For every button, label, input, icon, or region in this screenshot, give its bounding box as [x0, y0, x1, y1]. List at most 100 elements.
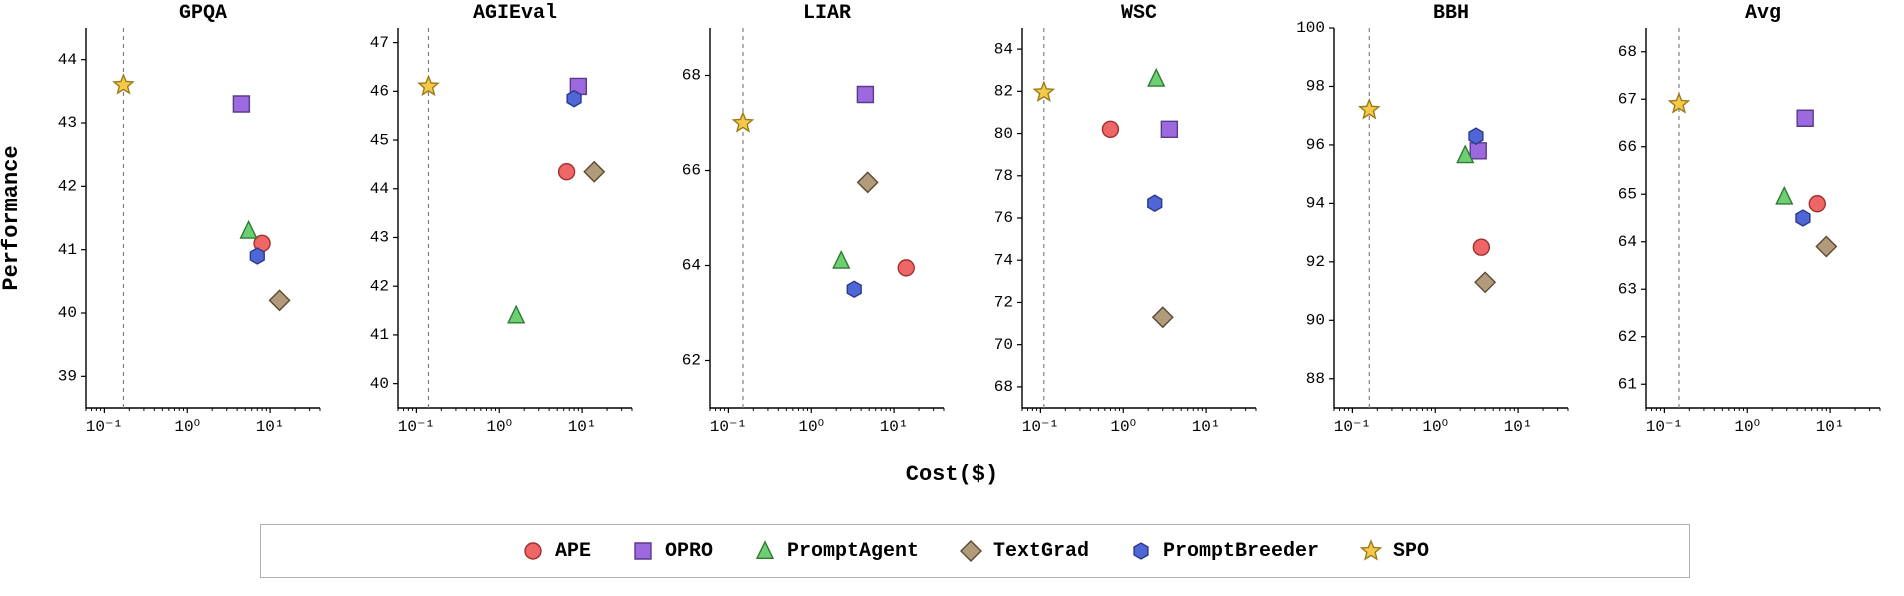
svg-text:74: 74 — [994, 251, 1013, 269]
svg-text:92: 92 — [1306, 253, 1325, 271]
hexagon-icon — [1129, 539, 1153, 563]
svg-text:10⁰: 10⁰ — [1110, 418, 1136, 436]
panel-wsc: 68707274767880828410⁻¹10⁰10¹WSC — [1022, 28, 1256, 408]
svg-text:10⁻¹: 10⁻¹ — [710, 418, 747, 436]
legend: APE OPRO PromptAgent TextGrad PromptBreeder S… — [260, 524, 1690, 578]
svg-text:78: 78 — [994, 167, 1013, 185]
svg-text:76: 76 — [994, 209, 1013, 227]
svg-text:10⁰: 10⁰ — [798, 418, 824, 436]
svg-text:47: 47 — [370, 34, 389, 52]
svg-text:10⁻¹: 10⁻¹ — [86, 418, 123, 436]
svg-text:10¹: 10¹ — [256, 418, 285, 436]
legend-item-spo: SPO — [1359, 539, 1429, 563]
svg-text:10¹: 10¹ — [880, 418, 909, 436]
circle-icon — [521, 539, 545, 563]
legend-item-opro: OPRO — [631, 539, 713, 563]
svg-text:41: 41 — [370, 326, 389, 344]
svg-text:66: 66 — [682, 162, 701, 180]
point-promptbreeder — [847, 281, 861, 297]
svg-text:44: 44 — [370, 180, 389, 198]
svg-text:68: 68 — [1618, 43, 1637, 61]
legend-item-promptagent: PromptAgent — [753, 539, 919, 563]
square-icon — [631, 539, 655, 563]
svg-text:98: 98 — [1306, 78, 1325, 96]
panel-avg: 616263646566676810⁻¹10⁰10¹Avg — [1646, 28, 1880, 408]
svg-text:39: 39 — [58, 368, 77, 386]
point-ape — [1102, 121, 1118, 137]
svg-text:68: 68 — [994, 378, 1013, 396]
point-promptbreeder — [1469, 128, 1483, 144]
point-spo — [733, 113, 752, 131]
point-opro — [1470, 143, 1486, 159]
svg-text:10⁰: 10⁰ — [1734, 418, 1760, 436]
panel-gpqa: 39404142434410⁻¹10⁰10¹GPQA — [86, 28, 320, 408]
svg-text:64: 64 — [682, 257, 701, 275]
svg-text:10¹: 10¹ — [1504, 418, 1533, 436]
svg-text:10¹: 10¹ — [1192, 418, 1221, 436]
point-ape — [559, 164, 575, 180]
svg-text:94: 94 — [1306, 195, 1325, 213]
svg-text:100: 100 — [1296, 19, 1325, 37]
svg-text:43: 43 — [370, 229, 389, 247]
point-textgrad — [1816, 237, 1836, 257]
point-ape — [898, 260, 914, 276]
diamond-icon — [959, 539, 983, 563]
point-promptbreeder — [567, 91, 581, 107]
svg-text:67: 67 — [1618, 90, 1637, 108]
svg-text:10⁻¹: 10⁻¹ — [1646, 418, 1683, 436]
point-textgrad — [858, 172, 878, 192]
panel-title: WSC — [1121, 2, 1157, 25]
figure: 39404142434410⁻¹10⁰10¹GPQA40414243444546… — [0, 0, 1904, 596]
svg-text:96: 96 — [1306, 136, 1325, 154]
svg-text:62: 62 — [682, 352, 701, 370]
svg-text:64: 64 — [1618, 233, 1637, 251]
svg-text:45: 45 — [370, 131, 389, 149]
svg-text:44: 44 — [58, 51, 77, 69]
legend-item-textgrad: TextGrad — [959, 539, 1089, 563]
svg-text:10⁰: 10⁰ — [486, 418, 512, 436]
legend-label: APE — [555, 540, 591, 563]
svg-text:61: 61 — [1618, 375, 1637, 393]
svg-text:72: 72 — [994, 294, 1013, 312]
point-promptagent — [508, 306, 524, 323]
point-ape — [1809, 196, 1825, 212]
svg-text:42: 42 — [370, 277, 389, 295]
svg-text:43: 43 — [58, 114, 77, 132]
point-spo — [1034, 82, 1053, 100]
panel-title: GPQA — [179, 2, 227, 25]
legend-item-ape: APE — [521, 539, 591, 563]
point-promptagent — [1776, 187, 1792, 204]
svg-text:10⁻¹: 10⁻¹ — [1334, 418, 1371, 436]
svg-text:88: 88 — [1306, 370, 1325, 388]
legend-item-promptbreeder: PromptBreeder — [1129, 539, 1319, 563]
point-textgrad — [1475, 272, 1495, 292]
triangle-icon — [753, 539, 777, 563]
panel-bbh: 88909294969810010⁻¹10⁰10¹BBH — [1334, 28, 1568, 408]
svg-text:65: 65 — [1618, 185, 1637, 203]
svg-text:62: 62 — [1618, 328, 1637, 346]
point-promptagent — [1148, 69, 1164, 86]
panel-agieval: 404142434445464710⁻¹10⁰10¹AGIEval — [398, 28, 632, 408]
point-promptbreeder — [250, 248, 264, 264]
panel-liar: 6264666810⁻¹10⁰10¹LIAR — [710, 28, 944, 408]
panel-title: AGIEval — [473, 2, 557, 25]
legend-label: TextGrad — [993, 540, 1089, 563]
svg-text:10¹: 10¹ — [568, 418, 597, 436]
point-textgrad — [270, 290, 290, 310]
point-promptagent — [241, 221, 257, 238]
svg-text:40: 40 — [370, 375, 389, 393]
x-axis-label: Cost($) — [802, 462, 1102, 487]
svg-text:10¹: 10¹ — [1816, 418, 1845, 436]
svg-text:66: 66 — [1618, 138, 1637, 156]
svg-text:68: 68 — [682, 67, 701, 85]
y-axis-label: Performance — [0, 145, 24, 290]
point-opro — [1797, 110, 1813, 126]
svg-text:46: 46 — [370, 83, 389, 101]
svg-text:63: 63 — [1618, 280, 1637, 298]
svg-text:10⁰: 10⁰ — [1422, 418, 1448, 436]
point-ape — [1473, 239, 1489, 255]
panel-title: Avg — [1745, 2, 1781, 25]
svg-text:42: 42 — [58, 178, 77, 196]
panel-title: LIAR — [803, 2, 851, 25]
point-promptbreeder — [1796, 210, 1810, 226]
